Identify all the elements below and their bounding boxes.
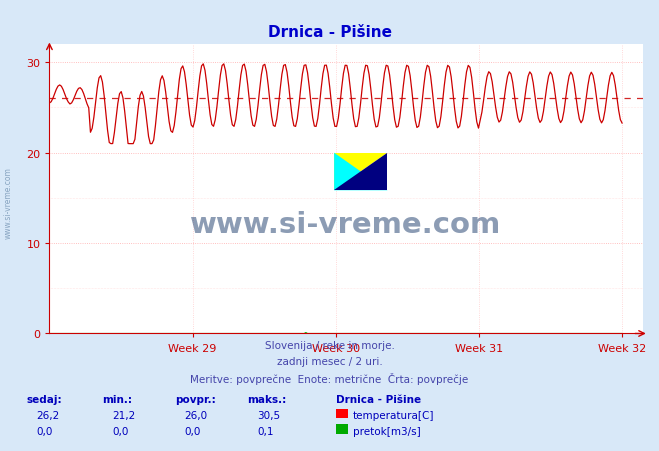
Text: Meritve: povprečne  Enote: metrične  Črta: povprečje: Meritve: povprečne Enote: metrične Črta:… xyxy=(190,372,469,384)
Text: 30,5: 30,5 xyxy=(257,410,280,420)
Text: 0,1: 0,1 xyxy=(257,426,273,436)
Text: Drnica - Pišine: Drnica - Pišine xyxy=(268,25,391,40)
Text: 21,2: 21,2 xyxy=(112,410,135,420)
Text: sedaj:: sedaj: xyxy=(26,395,62,405)
Polygon shape xyxy=(334,153,387,191)
Text: povpr.:: povpr.: xyxy=(175,395,215,405)
Text: maks.:: maks.: xyxy=(247,395,287,405)
Text: temperatura[C]: temperatura[C] xyxy=(353,410,434,420)
Text: 26,0: 26,0 xyxy=(185,410,208,420)
Polygon shape xyxy=(334,153,387,191)
Text: 0,0: 0,0 xyxy=(36,426,53,436)
Text: www.si-vreme.com: www.si-vreme.com xyxy=(3,167,13,239)
Text: Drnica - Pišine: Drnica - Pišine xyxy=(336,395,421,405)
Text: 26,2: 26,2 xyxy=(36,410,59,420)
Polygon shape xyxy=(334,153,387,191)
Text: 0,0: 0,0 xyxy=(185,426,201,436)
Text: www.si-vreme.com: www.si-vreme.com xyxy=(190,210,501,238)
Text: min.:: min.: xyxy=(102,395,132,405)
Text: zadnji mesec / 2 uri.: zadnji mesec / 2 uri. xyxy=(277,356,382,366)
Text: pretok[m3/s]: pretok[m3/s] xyxy=(353,426,420,436)
Text: 0,0: 0,0 xyxy=(112,426,129,436)
Text: Slovenija / reke in morje.: Slovenija / reke in morje. xyxy=(264,341,395,350)
